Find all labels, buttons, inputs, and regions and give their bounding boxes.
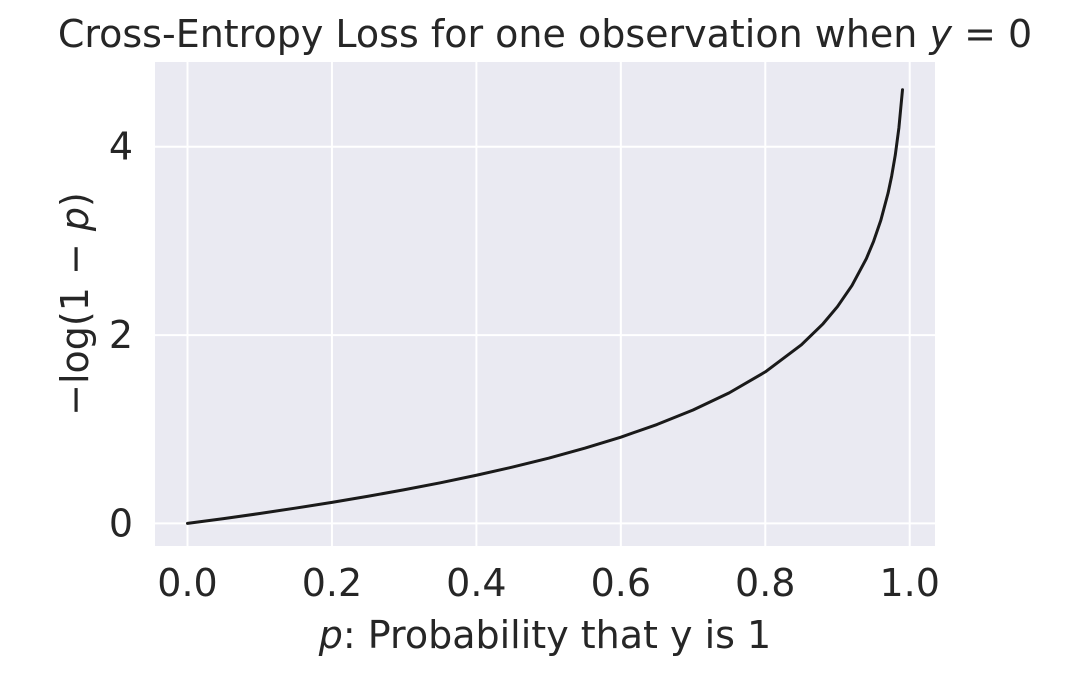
x-tick-label: 0.8 bbox=[735, 561, 795, 605]
y-tick-label: 2 bbox=[109, 313, 133, 357]
y-tick-label: 4 bbox=[109, 125, 133, 169]
series-line bbox=[186, 88, 904, 525]
plot-area bbox=[155, 62, 935, 546]
chart-title: Cross-Entropy Loss for one observation w… bbox=[58, 12, 1032, 56]
series-layer bbox=[186, 88, 904, 525]
grid bbox=[155, 62, 935, 546]
x-tick-label: 0.0 bbox=[157, 561, 217, 605]
x-tick-label: 0.2 bbox=[302, 561, 362, 605]
x-tick-label: 1.0 bbox=[880, 561, 940, 605]
x-tick-labels: 0.0 0.2 0.4 0.6 0.8 1.0 bbox=[157, 561, 940, 605]
x-tick-label: 0.6 bbox=[591, 561, 651, 605]
x-axis-label: p: Probability that y is 1 bbox=[318, 613, 771, 657]
y-axis-label: −log(1 − p) bbox=[53, 192, 97, 416]
x-tick-label: 0.4 bbox=[446, 561, 506, 605]
y-tick-label: 0 bbox=[109, 501, 133, 545]
y-tick-labels: 0 2 4 bbox=[109, 125, 133, 546]
